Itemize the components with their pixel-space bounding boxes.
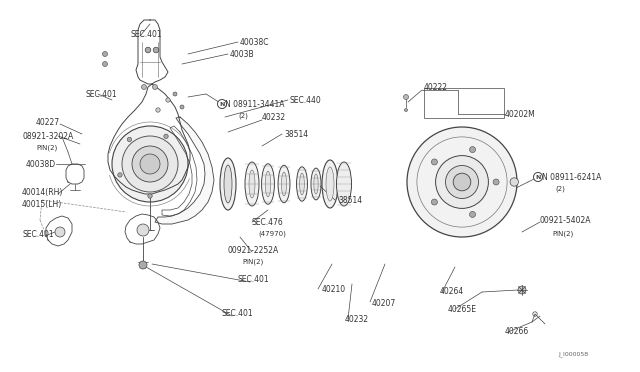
Text: 40232: 40232	[345, 315, 369, 324]
Circle shape	[470, 147, 476, 153]
Text: N 08911-3441A: N 08911-3441A	[225, 99, 285, 109]
Ellipse shape	[518, 286, 526, 294]
Text: 40227: 40227	[36, 118, 60, 126]
Text: PIN(2): PIN(2)	[242, 259, 263, 265]
Circle shape	[218, 99, 227, 109]
Text: (2): (2)	[555, 186, 565, 192]
Circle shape	[102, 51, 108, 57]
Text: 38514: 38514	[284, 129, 308, 138]
Text: 08921-3202A: 08921-3202A	[22, 131, 73, 141]
Text: 40015(LH): 40015(LH)	[22, 199, 62, 208]
Text: SEC.401: SEC.401	[222, 310, 253, 318]
Text: 40232: 40232	[262, 112, 286, 122]
Circle shape	[534, 173, 543, 182]
Ellipse shape	[314, 174, 318, 194]
Ellipse shape	[282, 172, 287, 196]
Circle shape	[180, 105, 184, 109]
Circle shape	[152, 84, 157, 90]
Circle shape	[453, 173, 471, 191]
Text: (47970): (47970)	[258, 231, 286, 237]
Ellipse shape	[322, 160, 338, 208]
Text: SEC.401: SEC.401	[238, 276, 269, 285]
Ellipse shape	[300, 173, 305, 195]
Text: 40265E: 40265E	[448, 305, 477, 314]
Ellipse shape	[326, 167, 334, 201]
Text: (2): (2)	[238, 113, 248, 119]
Circle shape	[102, 61, 108, 67]
Circle shape	[153, 47, 159, 53]
Circle shape	[436, 155, 488, 208]
Circle shape	[127, 137, 132, 142]
Text: PIN(2): PIN(2)	[36, 145, 57, 151]
Text: PIN(2): PIN(2)	[552, 231, 573, 237]
Circle shape	[493, 179, 499, 185]
Ellipse shape	[296, 167, 307, 201]
Text: J_I000058: J_I000058	[558, 351, 588, 357]
Ellipse shape	[265, 171, 271, 197]
Ellipse shape	[311, 168, 321, 200]
Circle shape	[132, 146, 168, 182]
Text: 38514: 38514	[338, 196, 362, 205]
Circle shape	[164, 134, 168, 138]
Circle shape	[148, 194, 152, 198]
Text: 40210: 40210	[322, 285, 346, 295]
Circle shape	[139, 261, 147, 269]
Circle shape	[445, 166, 479, 199]
Ellipse shape	[220, 158, 236, 210]
Text: 4003B: 4003B	[230, 49, 255, 58]
Text: SEC.401: SEC.401	[130, 29, 162, 38]
Circle shape	[173, 92, 177, 96]
Text: N: N	[220, 102, 225, 106]
Ellipse shape	[224, 165, 232, 203]
Text: SEC.401: SEC.401	[22, 230, 54, 238]
Circle shape	[55, 227, 65, 237]
Ellipse shape	[278, 165, 290, 203]
Circle shape	[404, 109, 408, 112]
Circle shape	[510, 178, 518, 186]
Circle shape	[122, 136, 178, 192]
Circle shape	[112, 126, 188, 202]
Text: N: N	[535, 174, 541, 180]
Text: 40207: 40207	[372, 299, 396, 308]
Text: SEC.440: SEC.440	[290, 96, 322, 105]
Text: 40014(RH): 40014(RH)	[22, 187, 63, 196]
Circle shape	[166, 98, 170, 102]
Text: 40202M: 40202M	[505, 109, 536, 119]
Text: 00921-2252A: 00921-2252A	[228, 246, 279, 254]
Circle shape	[431, 159, 437, 165]
Ellipse shape	[429, 156, 451, 208]
Text: 40222: 40222	[424, 83, 448, 92]
Circle shape	[140, 154, 160, 174]
Text: N 08911-6241A: N 08911-6241A	[542, 173, 602, 182]
Text: 40038D: 40038D	[26, 160, 56, 169]
Circle shape	[407, 127, 517, 237]
Circle shape	[118, 173, 122, 177]
Polygon shape	[155, 117, 214, 224]
Circle shape	[145, 47, 151, 53]
Ellipse shape	[249, 170, 255, 198]
Circle shape	[156, 108, 160, 112]
Ellipse shape	[337, 162, 351, 206]
Text: SEC.401: SEC.401	[85, 90, 116, 99]
Text: SEC.476: SEC.476	[252, 218, 284, 227]
Text: 40266: 40266	[505, 327, 529, 337]
Circle shape	[141, 84, 147, 90]
Text: 00921-5402A: 00921-5402A	[540, 215, 591, 224]
Ellipse shape	[262, 164, 275, 204]
Circle shape	[403, 94, 408, 99]
Ellipse shape	[245, 162, 259, 206]
Circle shape	[137, 224, 149, 236]
Circle shape	[431, 199, 437, 205]
Ellipse shape	[434, 166, 446, 198]
Text: 40038C: 40038C	[240, 38, 269, 46]
Text: 40264: 40264	[440, 288, 464, 296]
Circle shape	[470, 211, 476, 217]
